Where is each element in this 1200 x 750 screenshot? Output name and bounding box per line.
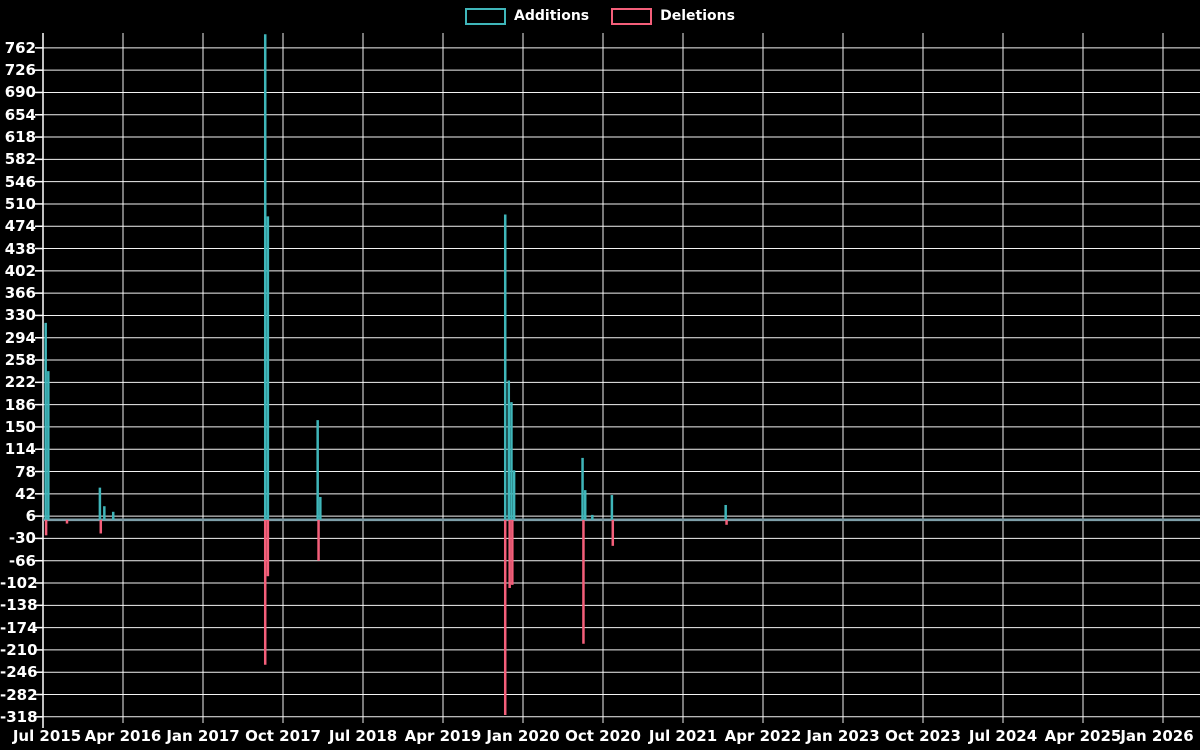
x-tick-label: Oct 2017 xyxy=(245,727,321,745)
x-tick-label: Jan 2026 xyxy=(1120,727,1194,745)
y-tick-label: -282 xyxy=(0,685,38,704)
x-tick-label: Jan 2017 xyxy=(166,727,240,745)
x-tick-label: Apr 2022 xyxy=(724,727,802,745)
legend-item-additions[interactable]: Additions xyxy=(465,7,589,25)
y-tick-label: 474 xyxy=(4,217,36,236)
deletions-swatch-icon xyxy=(611,7,653,25)
x-tick-label: Jul 2018 xyxy=(328,727,398,745)
y-tick-label: -210 xyxy=(0,640,38,659)
y-tick-label: -66 xyxy=(8,551,36,570)
legend-item-deletions[interactable]: Deletions xyxy=(611,7,735,25)
y-tick-label: 114 xyxy=(4,440,36,459)
y-tick-label: 582 xyxy=(4,150,36,169)
y-tick-label: 366 xyxy=(4,284,36,303)
x-tick-label: Oct 2023 xyxy=(885,727,961,745)
x-tick-label: Jan 2023 xyxy=(806,727,880,745)
y-tick-label: 150 xyxy=(4,417,36,436)
y-tick-label: 726 xyxy=(4,61,36,80)
y-tick-label: 294 xyxy=(4,328,36,347)
y-tick-label: -102 xyxy=(0,574,38,593)
y-tick-label: 762 xyxy=(4,38,36,57)
y-tick-label: 330 xyxy=(4,306,36,325)
y-tick-label: -318 xyxy=(0,707,38,726)
y-tick-label: 510 xyxy=(4,194,36,213)
y-tick-label: -138 xyxy=(0,596,38,615)
y-tick-label: -30 xyxy=(8,529,36,548)
x-tick-label: Jul 2015 xyxy=(12,727,82,745)
additions-swatch-icon xyxy=(465,7,507,25)
y-tick-label: -246 xyxy=(0,663,38,682)
y-tick-label: 6 xyxy=(25,507,36,526)
x-tick-label: Apr 2016 xyxy=(84,727,162,745)
x-tick-label: Jul 2024 xyxy=(968,727,1038,745)
y-tick-label: 78 xyxy=(15,462,36,481)
y-tick-label: 618 xyxy=(4,128,36,147)
y-tick-label: 258 xyxy=(4,351,36,370)
y-tick-label: 42 xyxy=(15,484,36,503)
y-tick-label: 222 xyxy=(4,373,36,392)
x-tick-label: Jan 2020 xyxy=(486,727,560,745)
y-tick-label: 654 xyxy=(4,105,36,124)
x-tick-label: Apr 2025 xyxy=(1044,727,1122,745)
chart-legend: Additions Deletions xyxy=(0,7,1200,25)
y-tick-label: 186 xyxy=(4,395,36,414)
y-tick-label: 546 xyxy=(4,172,36,191)
x-tick-label: Oct 2020 xyxy=(565,727,641,745)
legend-label-additions: Additions xyxy=(514,8,590,24)
y-tick-label: 402 xyxy=(4,261,36,280)
legend-label-deletions: Deletions xyxy=(660,8,735,24)
y-tick-label: -174 xyxy=(0,618,38,637)
x-tick-label: Apr 2019 xyxy=(404,727,482,745)
y-tick-label: 690 xyxy=(4,83,36,102)
y-tick-label: 438 xyxy=(4,239,36,258)
x-tick-label: Jul 2021 xyxy=(648,727,718,745)
